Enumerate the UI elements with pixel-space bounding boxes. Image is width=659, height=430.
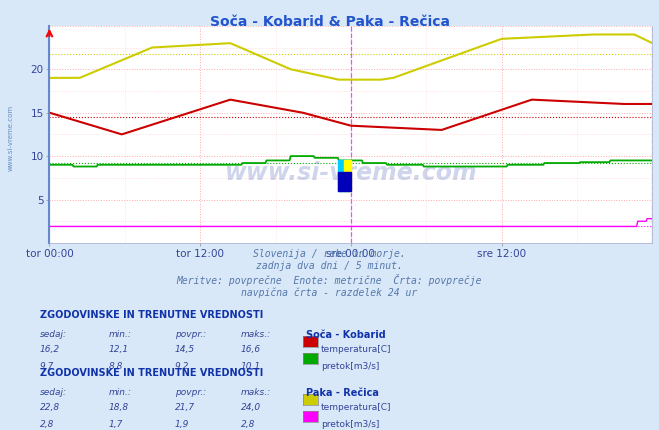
Text: pretok[m3/s]: pretok[m3/s] [321,362,380,371]
Bar [344,160,351,191]
Text: www.si-vreme.com: www.si-vreme.com [8,104,14,171]
Bar [337,172,351,191]
Text: 16,2: 16,2 [40,345,60,354]
Text: 22,8: 22,8 [40,403,60,412]
Text: Paka - Rečica: Paka - Rečica [306,388,380,398]
Text: temperatura[C]: temperatura[C] [321,345,391,354]
Text: Slovenija / reke in morje.: Slovenija / reke in morje. [253,249,406,258]
Text: pretok[m3/s]: pretok[m3/s] [321,420,380,429]
Text: povpr.:: povpr.: [175,330,206,339]
Text: 1,9: 1,9 [175,420,189,429]
Text: zadnja dva dni / 5 minut.: zadnja dva dni / 5 minut. [256,261,403,271]
Text: maks.:: maks.: [241,388,271,397]
Text: 14,5: 14,5 [175,345,195,354]
Text: Meritve: povprečne  Enote: metrične  Črta: povprečje: Meritve: povprečne Enote: metrične Črta:… [177,274,482,286]
Text: sedaj:: sedaj: [40,330,67,339]
Text: 8,8: 8,8 [109,362,123,371]
Text: 21,7: 21,7 [175,403,195,412]
Text: 2,8: 2,8 [241,420,255,429]
Text: maks.:: maks.: [241,330,271,339]
Text: ZGODOVINSKE IN TRENUTNE VREDNOSTI: ZGODOVINSKE IN TRENUTNE VREDNOSTI [40,310,263,319]
Text: ZGODOVINSKE IN TRENUTNE VREDNOSTI: ZGODOVINSKE IN TRENUTNE VREDNOSTI [40,368,263,378]
Text: 9,2: 9,2 [175,362,189,371]
Text: min.:: min.: [109,388,132,397]
Text: min.:: min.: [109,330,132,339]
Text: www.si-vreme.com: www.si-vreme.com [225,161,477,185]
Text: 18,8: 18,8 [109,403,129,412]
Text: sedaj:: sedaj: [40,388,67,397]
Text: temperatura[C]: temperatura[C] [321,403,391,412]
Text: 2,8: 2,8 [40,420,54,429]
Bar [337,160,349,191]
Text: 10,1: 10,1 [241,362,261,371]
Text: Soča - Kobarid: Soča - Kobarid [306,330,386,340]
Text: povpr.:: povpr.: [175,388,206,397]
Text: 16,6: 16,6 [241,345,261,354]
Text: Soča - Kobarid & Paka - Rečica: Soča - Kobarid & Paka - Rečica [210,15,449,29]
Text: 12,1: 12,1 [109,345,129,354]
Text: 9,7: 9,7 [40,362,54,371]
Text: 24,0: 24,0 [241,403,261,412]
Text: 1,7: 1,7 [109,420,123,429]
Text: navpična črta - razdelek 24 ur: navpična črta - razdelek 24 ur [241,287,418,298]
